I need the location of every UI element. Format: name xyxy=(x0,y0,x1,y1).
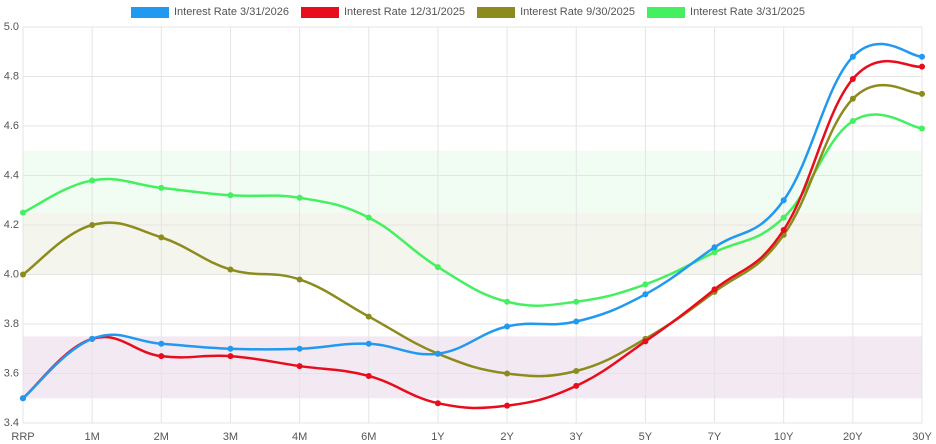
point xyxy=(573,298,580,305)
series-line xyxy=(22,59,923,410)
y-tick-label: 4.8 xyxy=(4,70,19,82)
point xyxy=(780,197,787,204)
legend-item[interactable]: Interest Rate 12/31/2025 xyxy=(300,6,466,18)
point xyxy=(919,53,925,60)
point xyxy=(158,184,165,191)
legend-label: Interest Rate 3/31/2026 xyxy=(174,6,289,18)
point xyxy=(504,298,511,305)
legend-swatch xyxy=(300,6,339,18)
series-line xyxy=(22,83,923,378)
y-tick-label: 4.4 xyxy=(4,169,19,181)
point xyxy=(89,177,96,184)
y-tick-label: 4.2 xyxy=(4,219,19,231)
point xyxy=(227,353,234,360)
x-tick-label: 3Y xyxy=(569,431,583,443)
point xyxy=(89,335,96,342)
x-tick-label: 1Y xyxy=(431,431,445,443)
point xyxy=(158,340,165,347)
point xyxy=(365,340,372,347)
point xyxy=(227,192,234,199)
point xyxy=(780,226,787,233)
point xyxy=(89,222,96,228)
y-tick-label: 4.6 xyxy=(4,120,19,132)
point xyxy=(642,338,649,345)
point xyxy=(296,276,303,283)
point xyxy=(504,323,511,330)
point xyxy=(573,382,580,389)
band xyxy=(23,150,922,213)
series-line xyxy=(22,42,923,400)
legend-swatch xyxy=(477,6,516,18)
point xyxy=(158,353,165,360)
point xyxy=(365,214,372,221)
x-tick-label: RRP xyxy=(11,431,34,443)
point xyxy=(296,363,303,370)
point xyxy=(711,286,718,293)
point xyxy=(849,53,856,60)
x-tick-label: 5Y xyxy=(639,431,653,443)
point xyxy=(711,244,718,251)
legend-label: Interest Rate 12/31/2025 xyxy=(343,6,466,18)
point xyxy=(573,318,580,325)
point xyxy=(919,63,925,70)
point xyxy=(227,345,234,352)
point xyxy=(573,368,580,375)
point xyxy=(296,345,303,352)
x-tick-label: 3M xyxy=(223,431,238,443)
x-tick-label: 4M xyxy=(292,431,307,443)
y-tick-label: 5.0 xyxy=(4,21,19,33)
point xyxy=(642,291,649,298)
legend-item[interactable]: Interest Rate 9/30/2025 xyxy=(477,6,635,18)
x-tick-label: 1M xyxy=(85,431,100,443)
point xyxy=(711,249,718,256)
x-tick-label: 2M xyxy=(154,431,169,443)
y-tick-label: 3.4 xyxy=(4,417,19,429)
point xyxy=(642,281,649,288)
x-tick-label: 10Y xyxy=(774,431,794,443)
y-tick-label: 4.0 xyxy=(4,268,19,280)
point xyxy=(849,118,856,125)
x-tick-label: 6M xyxy=(361,431,376,443)
point xyxy=(849,95,856,102)
point xyxy=(434,350,441,357)
point xyxy=(919,90,925,97)
x-tick-label: 20Y xyxy=(843,431,863,443)
legend-label: Interest Rate 9/30/2025 xyxy=(520,6,636,18)
point xyxy=(504,370,511,377)
legend-label: Interest Rate 3/31/2025 xyxy=(690,6,805,18)
point xyxy=(919,125,925,132)
point xyxy=(504,402,511,409)
band xyxy=(23,212,922,275)
x-tick-label: 2Y xyxy=(500,431,514,443)
point xyxy=(365,313,372,320)
legend-item[interactable]: Interest Rate 3/31/2026 xyxy=(131,6,289,18)
legend: Interest Rate 3/31/2026 Interest Rate 12/… xyxy=(0,6,936,18)
point xyxy=(20,395,26,402)
legend-item[interactable]: Interest Rate 3/31/2025 xyxy=(647,6,805,18)
legend-swatch xyxy=(131,6,169,18)
y-tick-label: 3.6 xyxy=(4,367,19,379)
point xyxy=(780,214,787,221)
point xyxy=(849,75,856,82)
point xyxy=(227,266,234,273)
point xyxy=(158,234,165,241)
legend-swatch xyxy=(647,6,686,18)
point xyxy=(365,372,372,379)
point xyxy=(434,400,441,407)
point xyxy=(434,264,441,271)
x-tick-label: 30Y xyxy=(912,431,932,443)
x-tick-label: 7Y xyxy=(708,431,722,443)
point xyxy=(20,209,26,216)
y-tick-label: 3.8 xyxy=(4,318,19,330)
point xyxy=(20,271,26,278)
point xyxy=(296,194,303,201)
